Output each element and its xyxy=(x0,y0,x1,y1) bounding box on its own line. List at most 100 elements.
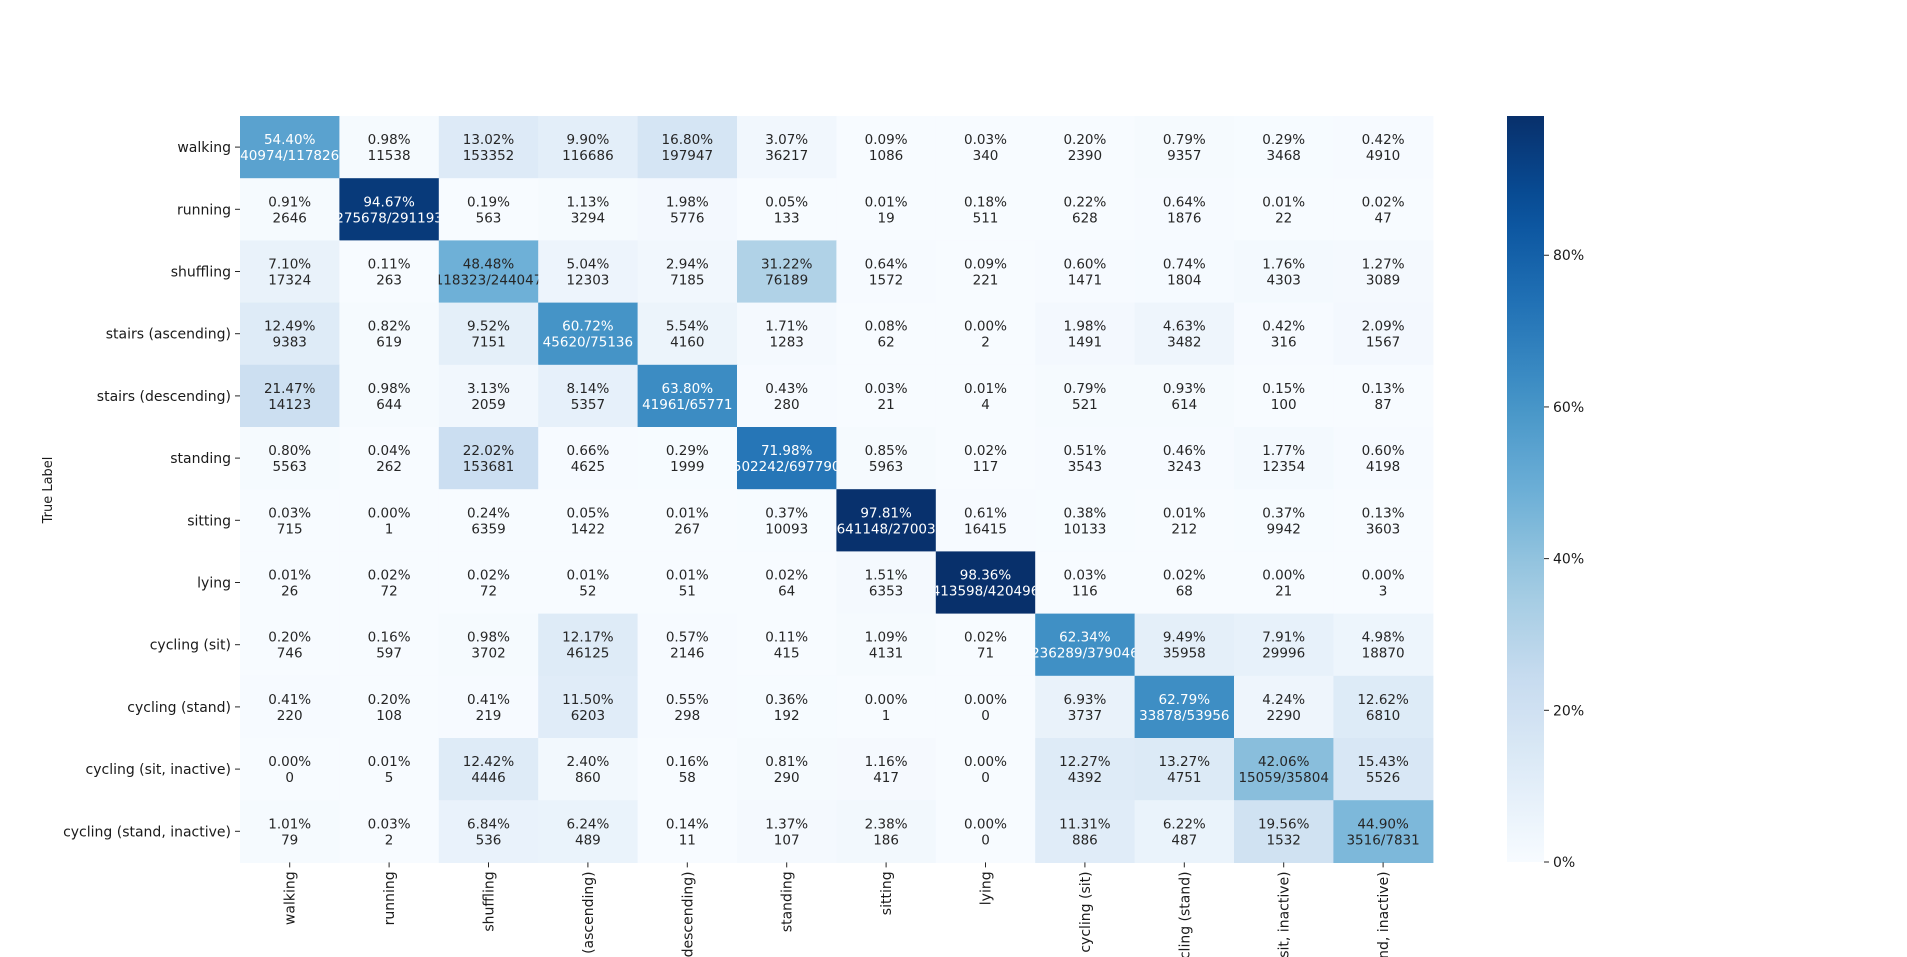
heatmap-cell xyxy=(240,178,340,241)
colorbar-tick-label: 80% xyxy=(1553,248,1584,264)
x-tick-label: sitting xyxy=(879,871,895,915)
cell-count-label: 36217 xyxy=(765,148,808,164)
cell-count-label: 100 xyxy=(1271,397,1297,413)
heatmap-cell xyxy=(339,675,440,739)
heatmap-cell xyxy=(1035,116,1136,179)
y-axis-tick-labels: walking running shuffling stairs (ascending… xyxy=(63,140,240,840)
cell-percent-label: 0.00% xyxy=(964,754,1007,770)
cell-count-label: 3468 xyxy=(1267,148,1301,164)
cell-percent-label: 0.37% xyxy=(1262,505,1305,521)
cell-percent-label: 11.50% xyxy=(562,692,614,708)
heatmap-cell xyxy=(1234,178,1334,241)
cell-percent-label: 0.00% xyxy=(268,754,311,770)
cell-count-label: 68 xyxy=(1176,584,1193,600)
cell-count-label: 40974/117826 xyxy=(240,148,339,164)
cell-percent-label: 0.16% xyxy=(666,754,709,770)
cell-percent-label: 0.01% xyxy=(1262,194,1305,210)
heatmap-cell xyxy=(737,613,837,677)
heatmap-cell xyxy=(1234,364,1334,428)
heatmap-cell xyxy=(836,800,937,863)
heatmap-cell xyxy=(240,675,340,739)
cell-count-label: 6810 xyxy=(1366,708,1400,724)
cell-count-label: 108 xyxy=(376,708,402,724)
cell-count-label: 62 xyxy=(878,335,895,351)
x-tick-label: lying xyxy=(979,871,995,905)
cell-count-label: 4625 xyxy=(571,459,605,475)
cell-count-label: 3482 xyxy=(1167,335,1201,351)
heatmap-cell xyxy=(737,738,837,801)
cell-count-label: 21 xyxy=(878,397,895,413)
cell-percent-label: 19.56% xyxy=(1258,816,1310,832)
heatmap-cell xyxy=(240,738,340,801)
cell-count-label: 117 xyxy=(973,459,999,475)
heatmap-cell xyxy=(637,240,738,304)
cell-percent-label: 1.01% xyxy=(268,816,311,832)
cell-percent-label: 0.82% xyxy=(368,319,411,335)
y-tick-label: stairs (ascending) xyxy=(106,327,231,343)
cell-percent-label: 0.37% xyxy=(765,505,808,521)
heatmap-cell xyxy=(935,427,1036,490)
cell-count-label: 267 xyxy=(674,521,700,537)
heatmap-cell xyxy=(339,240,440,304)
heatmap-cell xyxy=(1234,738,1334,801)
cell-percent-label: 1.27% xyxy=(1362,257,1405,273)
cell-percent-label: 0.02% xyxy=(467,568,510,584)
cell-count-label: 5776 xyxy=(670,210,704,226)
cell-percent-label: 63.80% xyxy=(662,381,714,397)
cell-count-label: 536 xyxy=(476,832,502,848)
cell-count-label: 1 xyxy=(882,708,891,724)
heatmap-cell xyxy=(438,613,539,677)
heatmap-cell xyxy=(737,551,837,615)
cell-percent-label: 0.38% xyxy=(1063,505,1106,521)
heatmap-cell xyxy=(1134,675,1235,739)
cell-percent-label: 5.04% xyxy=(566,257,609,273)
cell-percent-label: 2.40% xyxy=(566,754,609,770)
cell-percent-label: 0.00% xyxy=(1362,568,1405,584)
heatmap-cell xyxy=(637,551,738,615)
cell-percent-label: 0.64% xyxy=(865,257,908,273)
cell-percent-label: 4.98% xyxy=(1362,630,1405,646)
cell-count-label: 860 xyxy=(575,770,601,786)
heatmap-cell xyxy=(637,116,738,179)
cell-count-label: 262 xyxy=(376,459,402,475)
heatmap-cell xyxy=(1234,613,1334,677)
cell-count-label: 4910 xyxy=(1366,148,1400,164)
heatmap-cell xyxy=(836,551,937,615)
y-tick-label: stairs (descending) xyxy=(97,389,231,405)
cell-percent-label: 1.98% xyxy=(1063,319,1106,335)
heatmap-cell xyxy=(737,364,837,428)
heatmap-cell xyxy=(240,551,340,615)
cell-percent-label: 6.93% xyxy=(1063,692,1106,708)
x-tick-label: and, inactive) xyxy=(1376,871,1392,957)
heatmap-cell xyxy=(836,675,937,739)
heatmap-cell xyxy=(1234,489,1334,552)
heatmap-cell xyxy=(1333,551,1434,615)
cell-percent-label: 0.00% xyxy=(964,816,1007,832)
cell-count-label: 3737 xyxy=(1068,708,1102,724)
cell-count-label: 21 xyxy=(1275,584,1292,600)
cell-percent-label: 9.52% xyxy=(467,319,510,335)
heatmap-cell xyxy=(836,427,937,490)
cell-percent-label: 0.79% xyxy=(1163,132,1206,148)
cell-percent-label: 0.18% xyxy=(964,194,1007,210)
cell-count-label: 413598/420496 xyxy=(932,584,1040,600)
cell-count-label: 153681 xyxy=(463,459,515,475)
cell-percent-label: 2.38% xyxy=(865,816,908,832)
cell-percent-label: 2.09% xyxy=(1362,319,1405,335)
cell-count-label: 9942 xyxy=(1267,521,1301,537)
cell-count-label: 1572 xyxy=(869,273,903,289)
heatmap-cell xyxy=(935,613,1036,677)
heatmap-cell xyxy=(339,738,440,801)
cell-percent-label: 2.94% xyxy=(666,257,709,273)
colorbar: 0% 20% 40% 60% 80% xyxy=(1507,116,1584,871)
cell-count-label: 628 xyxy=(1072,210,1098,226)
colorbar-tick-label: 40% xyxy=(1553,552,1584,568)
cell-count-label: 5963 xyxy=(869,459,903,475)
x-axis-tick-labels: walking running shuffling s (ascending) (des… xyxy=(283,862,1392,957)
cell-count-label: 26 xyxy=(281,584,298,600)
cell-percent-label: 0.29% xyxy=(1262,132,1305,148)
cell-percent-label: 42.06% xyxy=(1258,754,1310,770)
cell-count-label: 212 xyxy=(1171,521,1197,537)
cell-percent-label: 0.20% xyxy=(368,692,411,708)
cell-percent-label: 0.01% xyxy=(964,381,1007,397)
